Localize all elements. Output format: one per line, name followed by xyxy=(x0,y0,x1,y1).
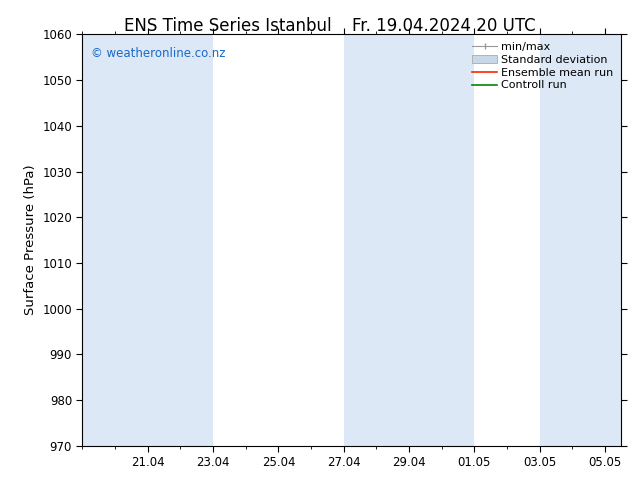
Bar xyxy=(82,34,148,446)
Text: ENS Time Series Istanbul: ENS Time Series Istanbul xyxy=(124,17,332,35)
Bar xyxy=(540,34,621,446)
Legend: min/max, Standard deviation, Ensemble mean run, Controll run: min/max, Standard deviation, Ensemble me… xyxy=(470,40,616,93)
Text: Fr. 19.04.2024 20 UTC: Fr. 19.04.2024 20 UTC xyxy=(352,17,536,35)
Bar xyxy=(344,34,409,446)
Y-axis label: Surface Pressure (hPa): Surface Pressure (hPa) xyxy=(23,165,37,316)
Bar xyxy=(409,34,474,446)
Bar xyxy=(148,34,213,446)
Text: © weatheronline.co.nz: © weatheronline.co.nz xyxy=(91,47,225,60)
